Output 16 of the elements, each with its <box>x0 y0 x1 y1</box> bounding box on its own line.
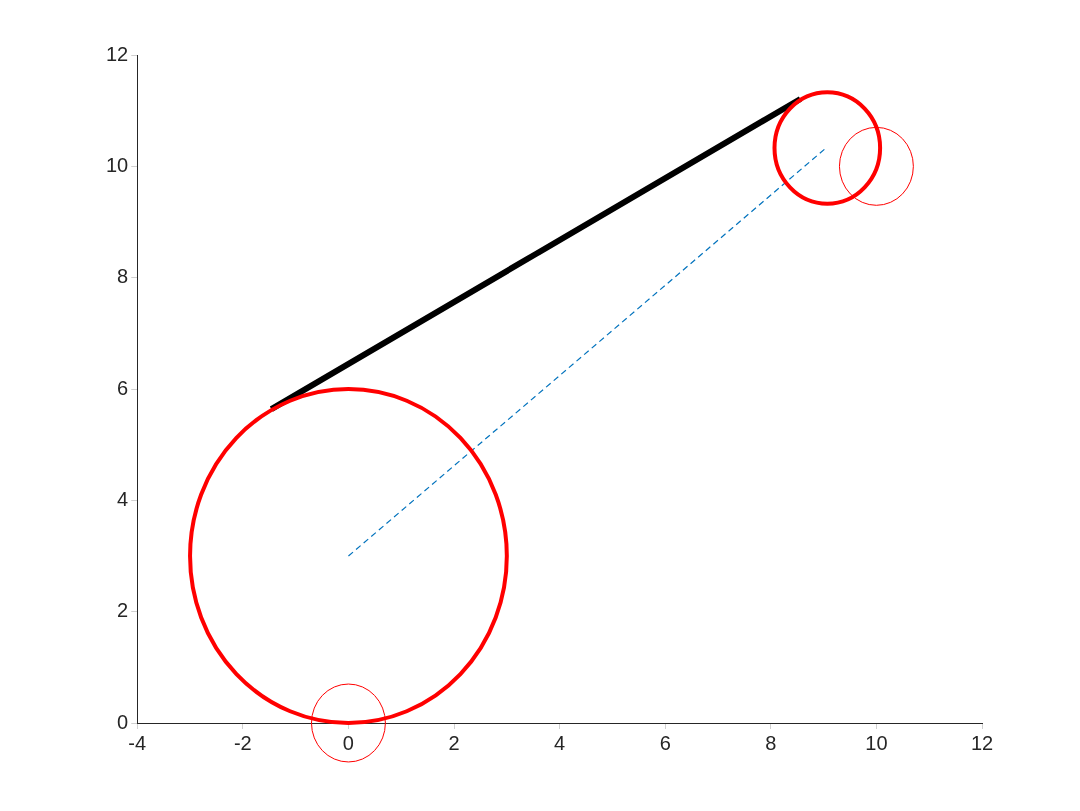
y-tick-label: 8 <box>117 265 129 288</box>
y-tick-label: 0 <box>117 710 129 733</box>
x-tick-label: 8 <box>765 731 777 754</box>
x-tick-label: 2 <box>448 731 460 754</box>
y-tick-label: 2 <box>117 599 129 622</box>
x-tick-label: -2 <box>233 731 252 754</box>
x-tick-label: 10 <box>865 731 888 754</box>
x-tick-label: 4 <box>554 731 566 754</box>
y-tick-label: 4 <box>117 487 129 510</box>
x-tick-label: 6 <box>659 731 671 754</box>
y-tick-label: 12 <box>106 42 129 65</box>
y-tick-label: 10 <box>106 153 129 176</box>
x-tick-label: 0 <box>342 731 354 754</box>
x-tick-label: -4 <box>128 731 147 754</box>
y-tick-label: 6 <box>117 376 129 399</box>
x-tick-label: 12 <box>970 731 994 754</box>
